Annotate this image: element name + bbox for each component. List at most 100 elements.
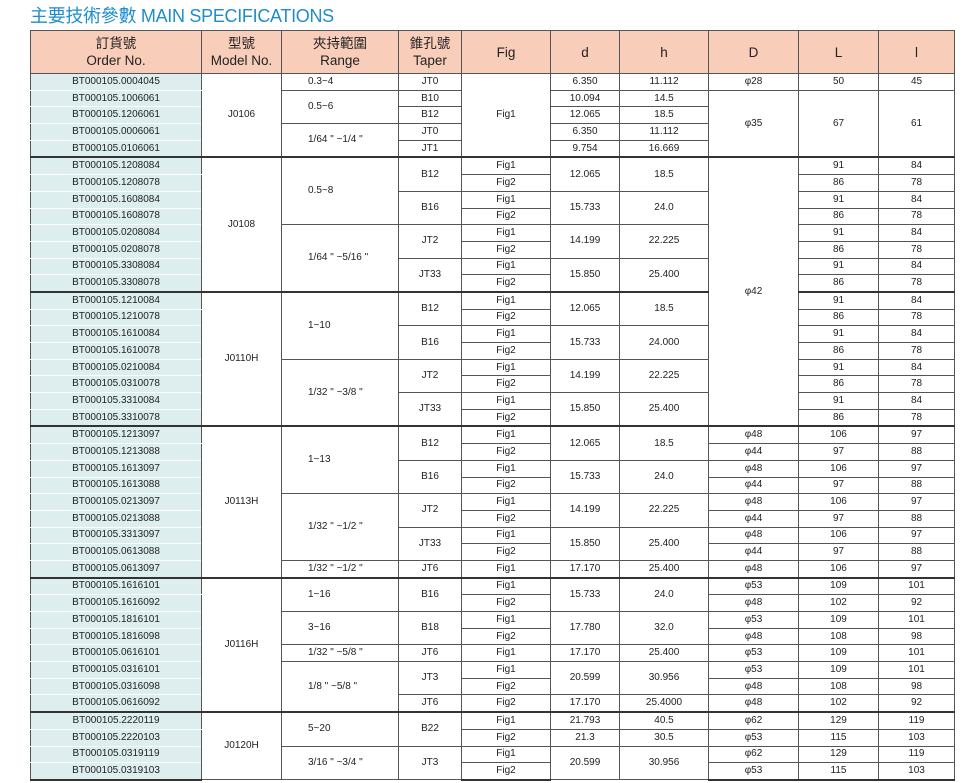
cell-fig: Fig1	[461, 644, 551, 663]
table-row: BT000105.0613097 1/32 " ~1/2 " JT6 Fig1 17.1…	[30, 559, 955, 579]
cell-taper: B10	[398, 89, 462, 108]
table-row: BT000105.1210078 Fig2 86 78	[30, 308, 955, 327]
page-title: 主要技術參數 MAIN SPECIFICATIONS	[30, 6, 334, 26]
cell-L: 115	[798, 728, 879, 747]
cell-L: 108	[798, 677, 879, 696]
cell-fig: Fig1	[461, 257, 551, 276]
cell-taper: B12	[398, 106, 462, 125]
cell-fig: Fig1	[461, 459, 551, 478]
cell-L: 109	[798, 644, 879, 663]
cell-order-no: BT000105.0106061	[30, 139, 202, 158]
cell-l: 61	[878, 89, 955, 158]
cell-L: 108	[798, 627, 879, 646]
cell-order-no: BT000105.0213088	[30, 509, 202, 528]
cell-l: 98	[878, 677, 955, 696]
cell-range: 1/32 " ~3/8 "	[281, 358, 399, 427]
cell-L: 91	[798, 325, 879, 343]
cell-l: 84	[878, 224, 955, 242]
cell-fig: Fig1	[461, 325, 551, 343]
cell-L: 91	[798, 290, 879, 310]
cell-l: 84	[878, 358, 955, 377]
cell-l: 92	[878, 594, 955, 612]
table-row: BT000105.0319103 Fig2 φ53 115 103	[30, 762, 955, 781]
cell-model-no: J0120H	[201, 711, 282, 781]
cell-order-no: BT000105.1006061	[30, 89, 202, 108]
cell-taper: JT1	[398, 139, 462, 158]
header-taper: 錐孔號 Taper	[398, 30, 462, 74]
cell-h: 30.956	[619, 661, 709, 696]
header-order-no: 訂貨號 Order No.	[30, 30, 202, 74]
table-row: BT000105.1608078 Fig2 86 78	[30, 207, 955, 226]
cell-L: 97	[798, 543, 879, 561]
cell-l: 78	[878, 207, 955, 226]
cell-h: 25.400	[619, 257, 709, 293]
table-row: BT000105.0616092 JT6 Fig2 17.170 25.4000 φ48 1…	[30, 694, 955, 713]
cell-l: 92	[878, 694, 955, 713]
cell-fig: Fig2	[461, 509, 551, 528]
cell-taper: B12	[398, 425, 462, 461]
cell-d: 17.170	[550, 559, 620, 579]
cell-D: φ62	[708, 711, 799, 730]
table-row: BT000105.0213097 1/32 " ~1/2 " JT2 Fig1 14.1…	[30, 493, 955, 561]
cell-fig: Fig1	[461, 425, 551, 445]
cell-range: 5~20	[281, 711, 399, 747]
cell-l: 84	[878, 392, 955, 410]
cell-taper: B16	[398, 576, 462, 612]
table-row: BT000105.0006061 1/64 " ~1/4 " JT0 6.350 11.…	[30, 123, 955, 158]
cell-fig: Fig1	[461, 73, 551, 158]
cell-d: 17.780	[550, 610, 620, 646]
cell-range: 1~10	[281, 290, 399, 360]
cell-h: 11.112	[619, 123, 709, 141]
cell-order-no: BT000105.1613088	[30, 476, 202, 495]
table-row: BT000105.1213097 J0113H 1~13 B12 Fig1 12.065 1…	[30, 425, 955, 579]
cell-fig: Fig2	[461, 174, 551, 192]
cell-range: 1~16	[281, 576, 399, 612]
cell-D: φ48	[708, 526, 799, 545]
cell-range: 1/32 " ~1/2 "	[281, 493, 399, 561]
cell-L: 86	[798, 375, 879, 394]
cell-D: φ53	[708, 762, 799, 781]
cell-d: 12.065	[550, 106, 620, 125]
cell-order-no: BT000105.0316098	[30, 677, 202, 696]
cell-fig: Fig1	[461, 358, 551, 377]
specifications-table: 訂貨號 Order No. 型號 Model No. 夾持範圍 Range 錐孔號 Taper…	[30, 30, 955, 781]
cell-L: 86	[798, 408, 879, 427]
cell-taper: JT6	[398, 644, 462, 663]
header-fig: Fig	[461, 30, 551, 74]
cell-order-no: BT000105.1213088	[30, 443, 202, 461]
cell-D: φ44	[708, 543, 799, 561]
cell-L: 86	[798, 274, 879, 293]
cell-d: 6.350	[550, 73, 620, 91]
cell-fig: Fig1	[461, 526, 551, 545]
cell-l: 101	[878, 611, 955, 629]
cell-order-no: BT000105.1206061	[30, 106, 202, 125]
cell-L: 86	[798, 308, 879, 327]
cell-D: φ48	[708, 627, 799, 646]
cell-l: 103	[878, 728, 955, 747]
cell-model-no: J0106	[201, 73, 282, 158]
header-D: D	[708, 30, 799, 74]
cell-h: 25.400	[619, 392, 709, 427]
cell-fig: Fig1	[461, 493, 551, 511]
table-row: BT000105.1610084 B16 Fig1 15.733 24.000 91 84	[30, 325, 955, 360]
cell-L: 91	[798, 190, 879, 209]
cell-h: 11.112	[619, 73, 709, 91]
cell-fig: Fig2	[461, 342, 551, 360]
cell-order-no: BT000105.1608078	[30, 207, 202, 226]
table-row: BT000105.1208084 J0108 0.5~8 B12 Fig1 12.065 1…	[30, 156, 955, 427]
table-row: BT000105.1006061 0.5~6 B10 10.094 14.5 φ35 67 6…	[30, 89, 955, 158]
cell-order-no: BT000105.3310078	[30, 408, 202, 427]
header-label: Taper	[413, 53, 447, 68]
cell-order-no: BT000105.3308084	[30, 257, 202, 276]
cell-D: φ44	[708, 509, 799, 528]
cell-h: 16.669	[619, 139, 709, 158]
header-range: 夾持範圍 Range	[281, 30, 399, 74]
cell-l: 103	[878, 762, 955, 781]
cell-taper: JT6	[398, 559, 462, 579]
cell-order-no: BT000105.1208078	[30, 174, 202, 192]
table-header-row: 訂貨號 Order No. 型號 Model No. 夾持範圍 Range 錐孔號 Taper…	[30, 30, 955, 74]
cell-range: 1/32 " ~5/8 "	[281, 644, 399, 663]
header-label: Model No.	[210, 53, 273, 68]
cell-l: 84	[878, 325, 955, 343]
cell-D: φ44	[708, 476, 799, 495]
